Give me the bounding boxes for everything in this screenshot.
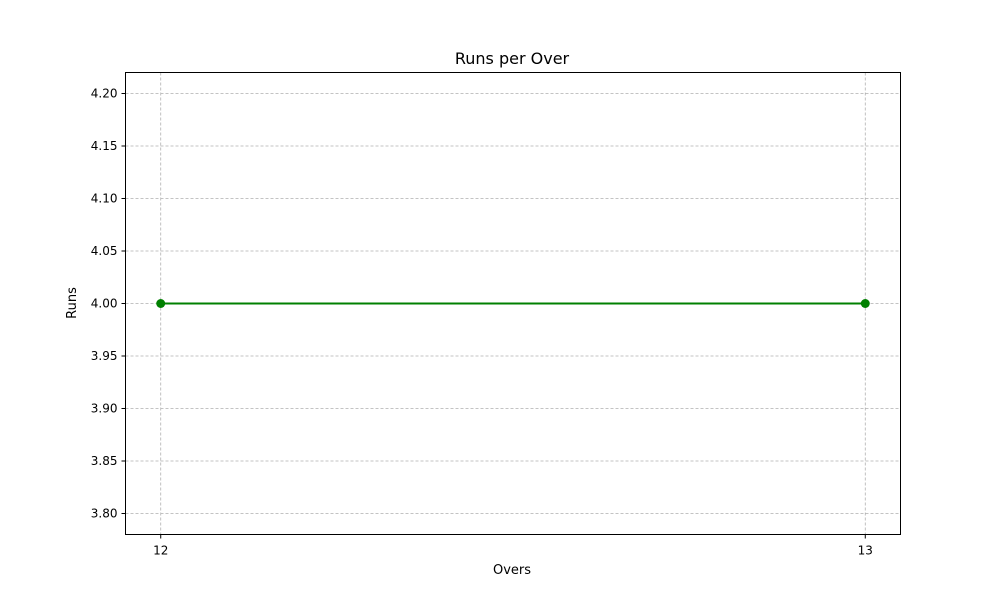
y-tick-label: 3.95: [91, 349, 118, 363]
x-axis-ticks: 12 13: [153, 534, 873, 558]
y-tick-label: 4.05: [91, 244, 118, 258]
y-tick-label: 4.15: [91, 139, 118, 153]
x-tick-label: 13: [858, 544, 873, 558]
y-tick-label: 4.00: [91, 297, 118, 311]
data-point: [860, 299, 870, 308]
y-axis-label: Runs: [65, 287, 80, 319]
y-tick-label: 3.90: [91, 402, 118, 416]
chart-title: Runs per Over: [455, 49, 570, 68]
plot-area: [156, 299, 870, 308]
y-tick-label: 4.10: [91, 192, 118, 206]
y-tick-label: 3.85: [91, 454, 118, 468]
y-tick-label: 4.20: [91, 87, 118, 101]
x-tick-label: 12: [153, 544, 168, 558]
x-axis-label: Overs: [493, 563, 531, 578]
data-point: [156, 299, 166, 308]
y-axis-ticks: 3.80 3.85 3.90 3.95 4.00 4.05 4.10 4.15 4.20: [91, 87, 126, 521]
y-tick-label: 3.80: [91, 507, 118, 521]
